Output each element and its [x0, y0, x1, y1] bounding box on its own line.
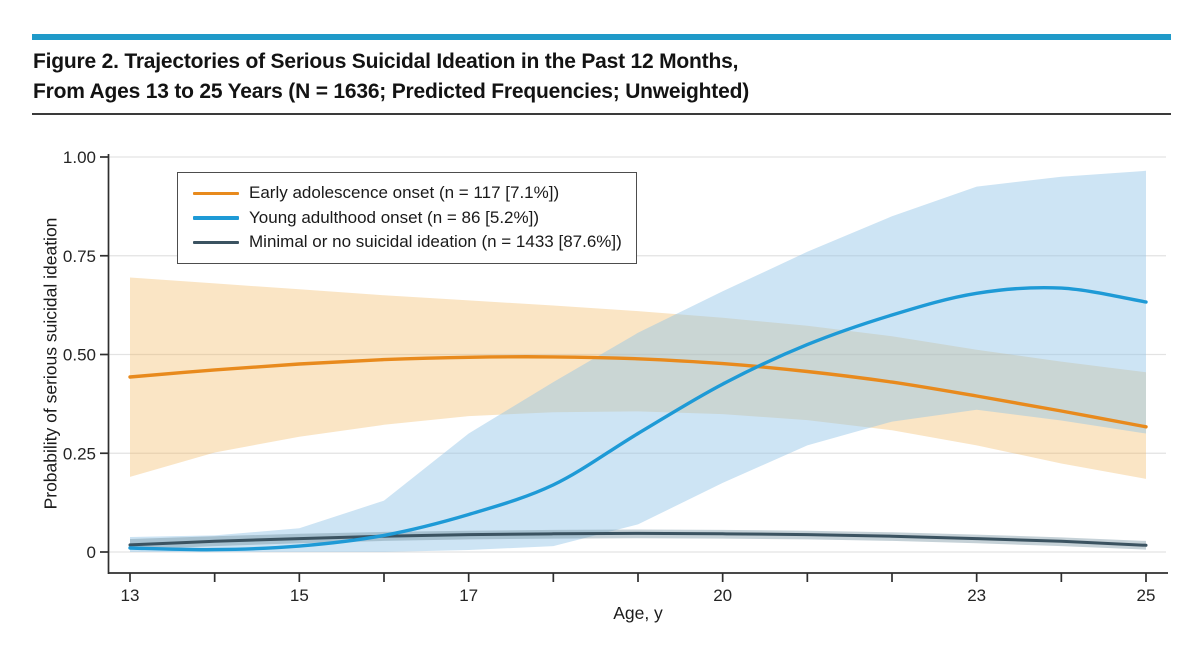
y-axis-title: Probability of serious suicidal ideation	[40, 217, 61, 510]
legend: Early adolescence onset (n = 117 [7.1%])…	[177, 172, 637, 264]
legend-item: Minimal or no suicidal ideation (n = 143…	[193, 230, 622, 255]
accent-bar	[32, 34, 1171, 40]
band-young-adulthood-onset	[130, 170, 1146, 553]
legend-swatch	[193, 216, 239, 220]
legend-swatch	[193, 240, 239, 244]
x-tick-label: 25	[1137, 586, 1156, 605]
x-tick-label: 23	[967, 586, 986, 605]
y-tick-label: 0.25	[63, 444, 96, 463]
legend-swatch	[193, 191, 239, 195]
x-tick-label: 13	[121, 586, 140, 605]
x-tick-label: 20	[713, 586, 732, 605]
legend-item: Early adolescence onset (n = 117 [7.1%])	[193, 181, 622, 206]
x-axis-title: Age, y	[613, 603, 663, 623]
series-line-minimal-or-no-suicidal-ideation	[128, 531, 1148, 547]
figure-title: Figure 2. Trajectories of Serious Suicid…	[33, 47, 749, 107]
y-tick-label: 0.75	[63, 247, 96, 266]
figure-title-line2: From Ages 13 to 25 Years (N = 1636; Pred…	[33, 80, 749, 103]
series-line-early-adolescence-onset	[128, 355, 1148, 429]
x-tick-label: 17	[459, 586, 478, 605]
title-rule	[32, 113, 1171, 115]
legend-label: Young adulthood onset (n = 86 [5.2%])	[249, 207, 540, 227]
y-tick-label: 0	[87, 543, 96, 562]
legend-label: Early adolescence onset (n = 117 [7.1%])	[249, 183, 560, 203]
x-tick-label: 15	[290, 586, 309, 605]
y-tick-label: 0.50	[63, 346, 96, 365]
legend-label: Minimal or no suicidal ideation (n = 143…	[249, 232, 622, 252]
series-line-young-adulthood-onset	[128, 285, 1148, 552]
legend-item: Young adulthood onset (n = 86 [5.2%])	[193, 206, 622, 231]
y-tick-label: 1.00	[63, 148, 96, 167]
band-early-adolescence-onset	[130, 277, 1146, 479]
figure-title-line1: Figure 2. Trajectories of Serious Suicid…	[33, 50, 739, 73]
